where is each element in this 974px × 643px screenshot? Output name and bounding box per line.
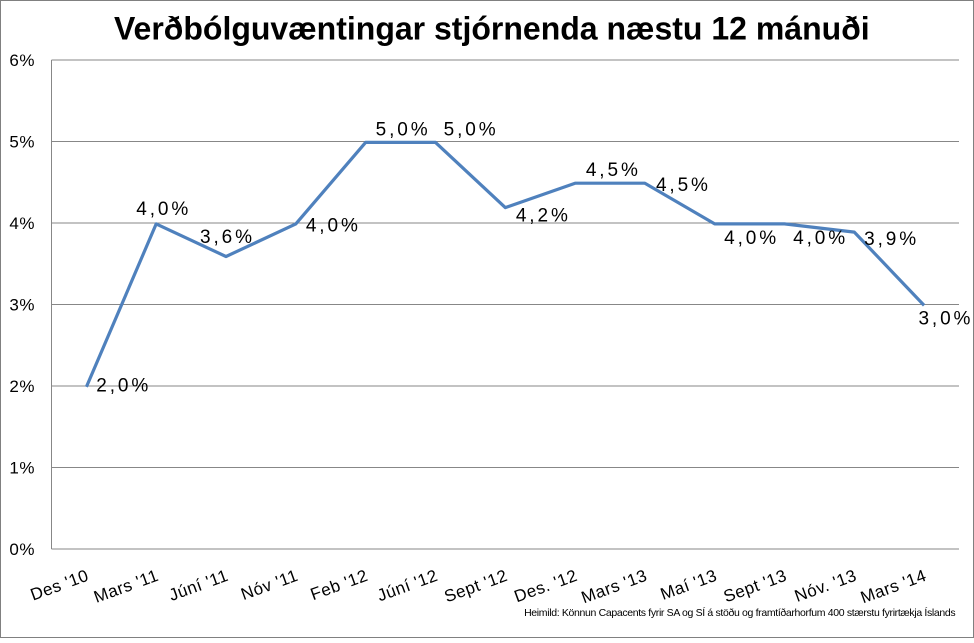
svg-text:4%: 4% — [9, 214, 35, 233]
svg-text:3,6%: 3,6% — [200, 227, 255, 248]
svg-text:6%: 6% — [9, 51, 35, 70]
svg-text:2%: 2% — [9, 377, 35, 396]
svg-text:4,0%: 4,0% — [306, 216, 361, 237]
svg-text:4,0%: 4,0% — [793, 228, 848, 249]
svg-text:Verðbólguvæntingar stjórnenda: Verðbólguvæntingar stjórnenda næstu 12 m… — [114, 11, 870, 47]
svg-text:4,2%: 4,2% — [516, 205, 571, 226]
svg-text:4,0%: 4,0% — [724, 228, 779, 249]
svg-text:3,9%: 3,9% — [864, 229, 919, 250]
svg-text:5,0%: 5,0% — [444, 119, 499, 140]
svg-text:1%: 1% — [9, 459, 35, 478]
svg-text:3,0%: 3,0% — [918, 308, 973, 329]
svg-text:4,5%: 4,5% — [586, 160, 641, 181]
svg-text:4,5%: 4,5% — [656, 175, 711, 196]
svg-text:4,0%: 4,0% — [136, 199, 191, 220]
svg-text:5%: 5% — [9, 133, 35, 152]
svg-text:Heimild: Könnun Capacents fyri: Heimild: Könnun Capacents fyrir SA og SÍ… — [524, 606, 955, 619]
svg-text:3%: 3% — [9, 296, 35, 315]
svg-text:2,0%: 2,0% — [96, 376, 151, 397]
svg-text:5,0%: 5,0% — [376, 119, 431, 140]
svg-text:0%: 0% — [9, 540, 35, 559]
